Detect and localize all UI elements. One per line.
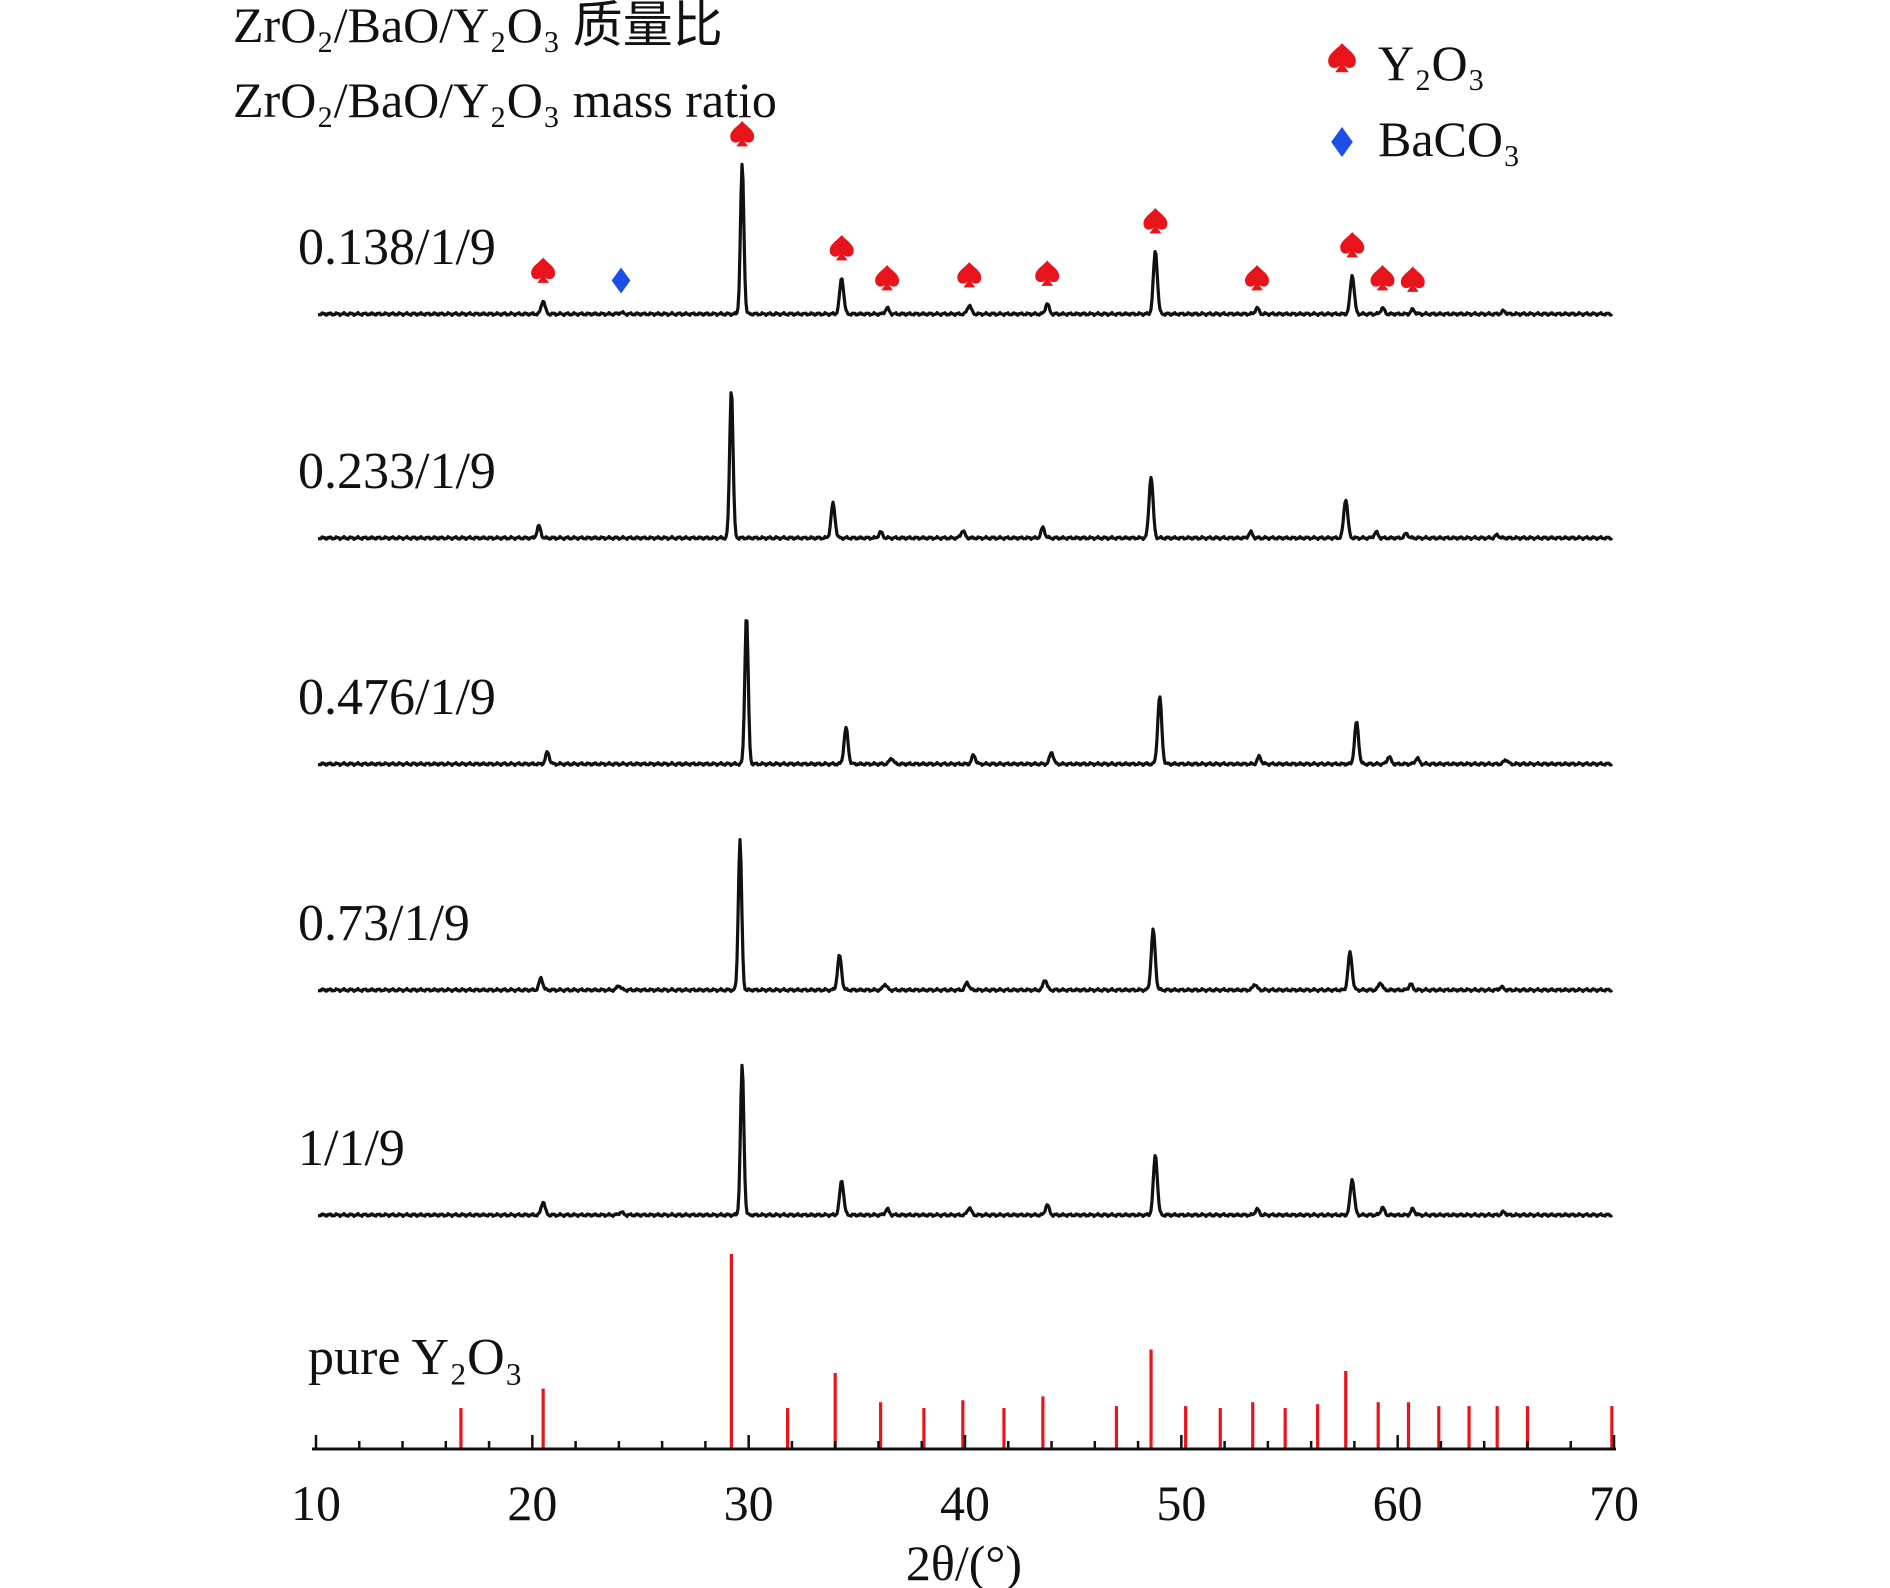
series-trace: [317, 619, 1614, 768]
series-label: 0.138/1/9: [298, 219, 496, 276]
series-label: 1/1/9: [298, 1120, 405, 1177]
x-axis-label: 2θ/(°): [906, 1535, 1022, 1588]
chart-title-line2: ZrO₂/BaO/Y₂O₃ mass ratio: [233, 72, 777, 128]
x-tick-label: 30: [724, 1475, 774, 1531]
x-tick-label: 70: [1589, 1475, 1639, 1531]
series-4: 0.73/1/9: [298, 837, 1614, 994]
series-trace: [317, 391, 1614, 542]
y2o3-marker-icon: [1340, 232, 1365, 258]
reference-pattern: pure Y₂O₃: [308, 1254, 1614, 1449]
baco3-marker-icon: [611, 267, 631, 294]
chart-title-line1: ZrO₂/BaO/Y₂O₃ 质量比: [233, 0, 723, 53]
x-tick-label: 20: [507, 1475, 557, 1531]
reference-label: pure Y₂O₃: [308, 1329, 523, 1386]
legend: Y₂O₃ BaCO₃: [1328, 35, 1520, 167]
y2o3-marker-icon: [1400, 266, 1425, 292]
series-label: 0.476/1/9: [298, 669, 496, 726]
series-layer: 0.138/1/9 0.233/1/9 0.476/1/9 0.73/1/9 1/1/9: [298, 162, 1614, 1219]
diamond-marker-icon: [1331, 127, 1353, 157]
legend-baco3: BaCO₃: [1331, 111, 1520, 167]
phase-markers: [531, 121, 1425, 294]
series-trace: [317, 837, 1614, 994]
series-1: 0.138/1/9: [298, 162, 1614, 318]
x-axis-ticks: 10 20 30 40 50 60 70: [291, 1435, 1639, 1531]
series-5: 1/1/9: [298, 1063, 1614, 1219]
legend-label-baco3: BaCO₃: [1378, 111, 1520, 167]
chart-header: ZrO₂/BaO/Y₂O₃ 质量比 ZrO₂/BaO/Y₂O₃ mass rat…: [233, 0, 777, 128]
spade-marker-icon: [1328, 43, 1356, 73]
series-trace: [317, 162, 1614, 318]
series-3: 0.476/1/9: [298, 619, 1614, 768]
series-2: 0.233/1/9: [298, 391, 1614, 542]
legend-y2o3: Y₂O₃: [1328, 35, 1485, 91]
y2o3-marker-icon: [957, 262, 982, 288]
y2o3-marker-icon: [1245, 265, 1270, 291]
y2o3-marker-icon: [1035, 260, 1060, 286]
y2o3-marker-icon: [875, 265, 900, 291]
y2o3-marker-icon: [730, 121, 755, 147]
legend-label-y2o3: Y₂O₃: [1378, 35, 1485, 91]
x-tick-label: 60: [1373, 1475, 1423, 1531]
y2o3-marker-icon: [829, 235, 854, 261]
series-trace: [317, 1063, 1614, 1219]
series-label: 0.73/1/9: [298, 895, 470, 952]
y2o3-marker-icon: [1143, 208, 1168, 234]
x-tick-label: 50: [1156, 1475, 1206, 1531]
series-label: 0.233/1/9: [298, 443, 496, 500]
y2o3-marker-icon: [1370, 265, 1395, 291]
x-tick-label: 10: [291, 1475, 341, 1531]
x-tick-label: 40: [940, 1475, 990, 1531]
y2o3-marker-icon: [531, 257, 556, 283]
